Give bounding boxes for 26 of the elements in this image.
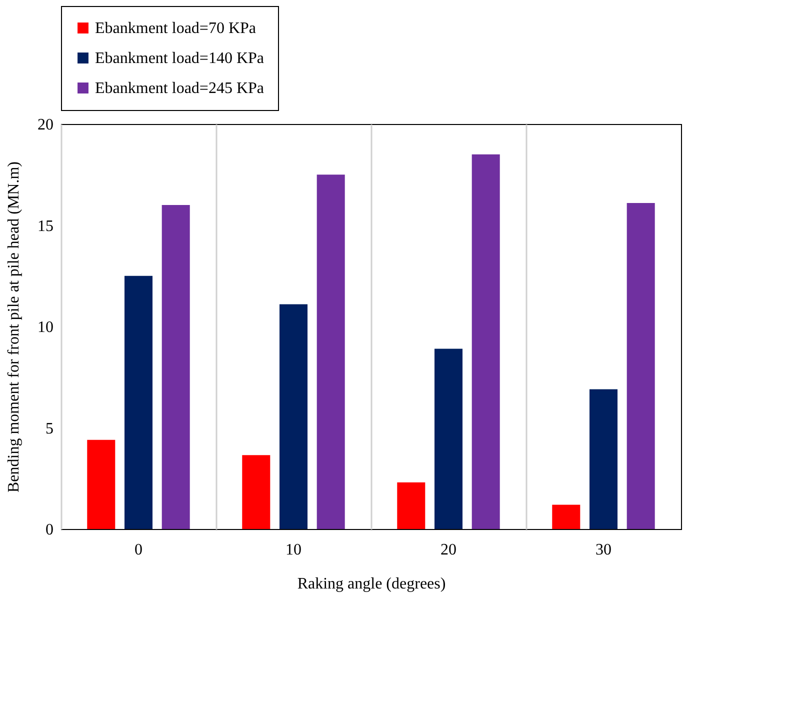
y-axis-title: Bending moment for front pile at pile head (MN.m) xyxy=(6,161,22,493)
bar xyxy=(626,202,655,529)
bar xyxy=(279,304,308,529)
bar xyxy=(87,440,116,529)
x-tick-label: 30 xyxy=(596,542,612,558)
bar xyxy=(434,348,463,529)
x-axis-title: Raking angle (degrees) xyxy=(297,576,446,592)
y-tick-label: 0 xyxy=(46,522,54,538)
legend-label: Ebankment load=140 KPa xyxy=(95,50,264,67)
y-tick-label: 5 xyxy=(46,420,54,438)
y-tick-label: 20 xyxy=(38,116,54,134)
x-tick-label: 20 xyxy=(440,542,456,558)
bar xyxy=(589,389,618,529)
bar xyxy=(397,482,426,529)
y-tick-label: 15 xyxy=(38,218,54,235)
y-tick-label: 10 xyxy=(38,319,54,336)
bar xyxy=(162,205,190,529)
bar xyxy=(316,174,345,529)
bar xyxy=(472,154,500,529)
x-tick-label: 0 xyxy=(134,542,142,558)
legend-label: Ebankment load=245 KPa xyxy=(95,80,264,97)
legend-label: Ebankment load=70 KPa xyxy=(95,20,256,37)
bar xyxy=(552,504,580,529)
x-tick-label: 10 xyxy=(286,542,302,558)
bar xyxy=(124,276,153,529)
bar xyxy=(242,455,270,529)
